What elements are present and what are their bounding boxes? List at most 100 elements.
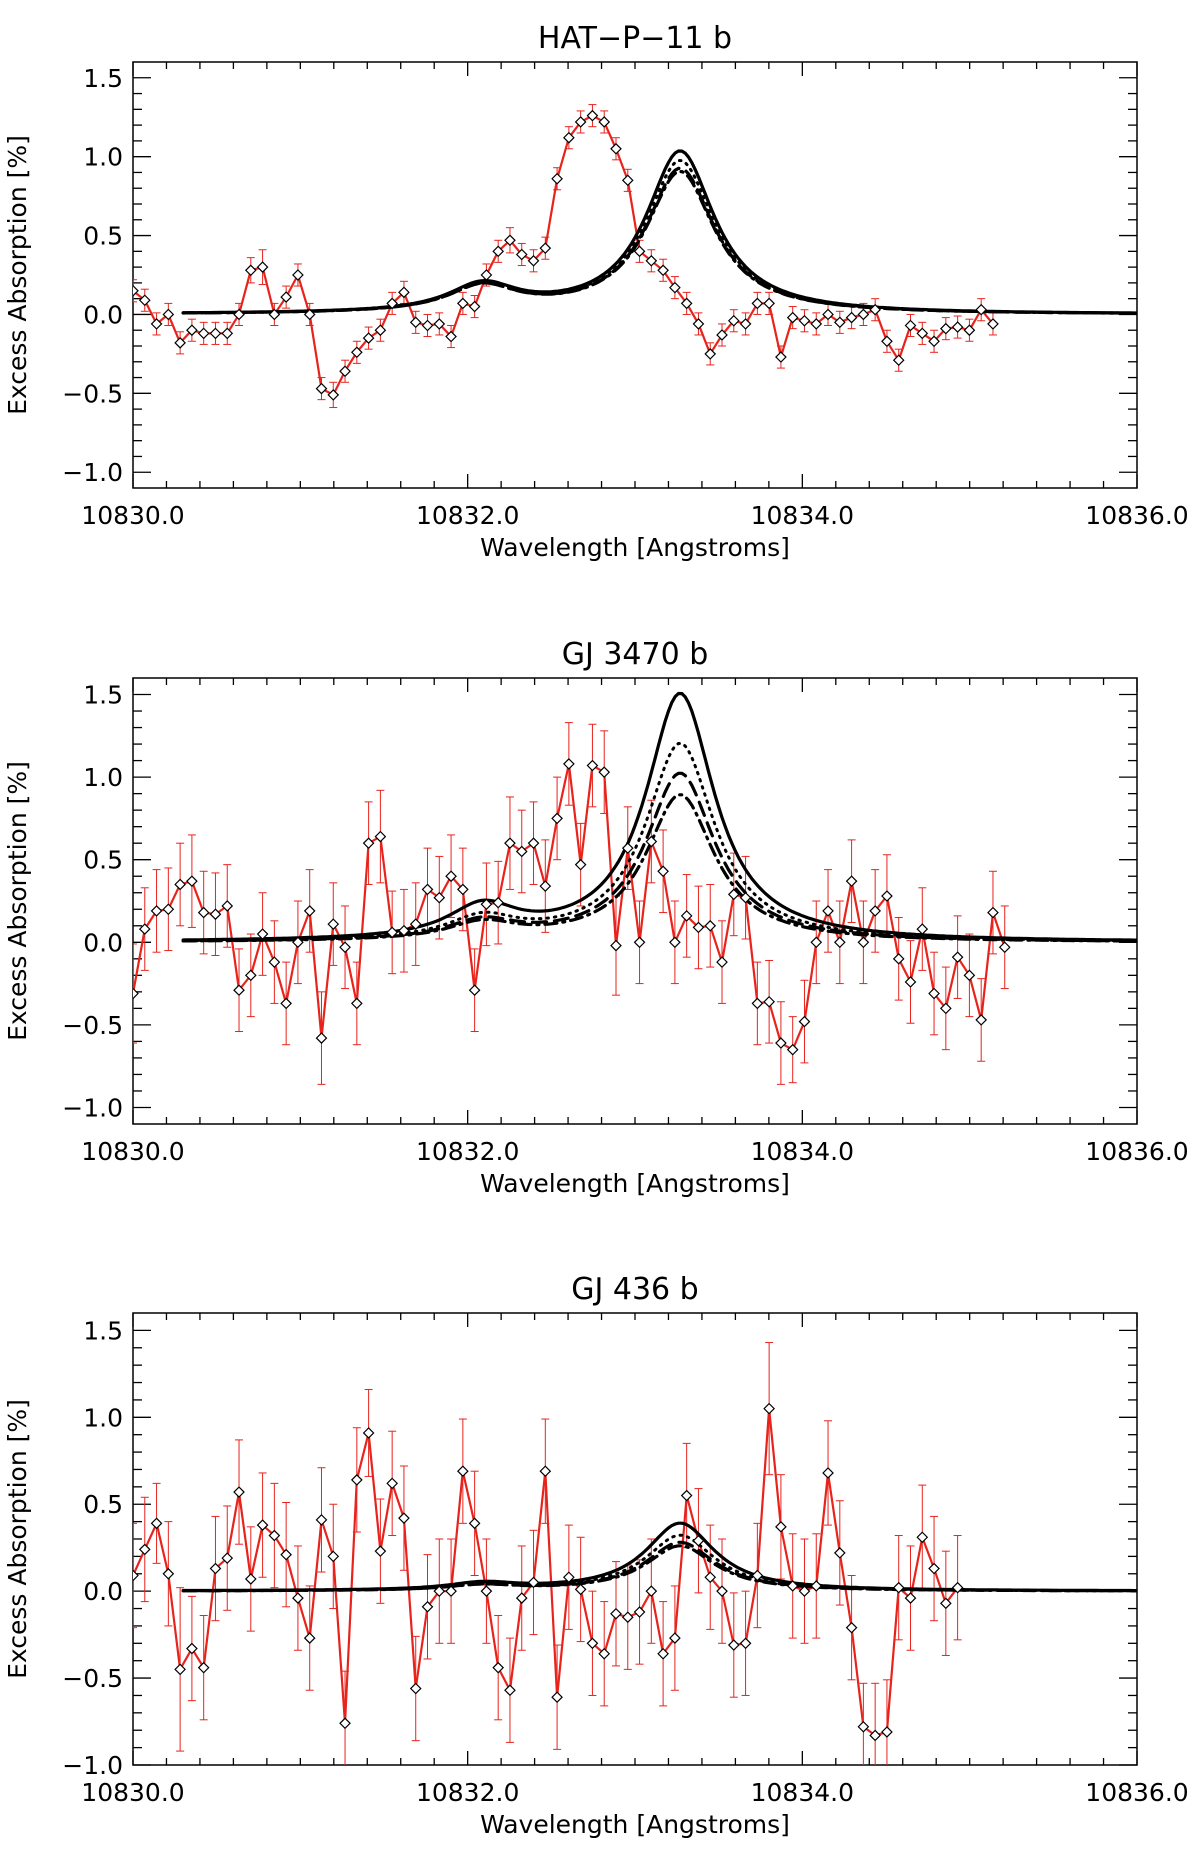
data-point	[657, 865, 669, 878]
data-point	[822, 905, 834, 917]
data-point	[268, 308, 281, 321]
data-point	[468, 984, 481, 997]
x-tick-label: 10832.0	[416, 1778, 519, 1807]
data-point	[504, 1684, 516, 1697]
data-point	[433, 1585, 446, 1598]
observed-series-line	[133, 114, 994, 397]
data-point	[398, 286, 410, 299]
data-point	[786, 311, 799, 324]
data-point	[598, 1647, 611, 1660]
data-point	[716, 956, 728, 968]
data-point	[150, 905, 163, 917]
error-bars	[133, 104, 997, 409]
error-bars	[133, 722, 1009, 1085]
chart-title: GJ 436 b	[571, 1272, 698, 1307]
data-point	[433, 891, 446, 904]
x-tick-label: 10836.0	[1085, 501, 1188, 530]
data-point	[409, 1682, 422, 1695]
data-point	[374, 830, 387, 843]
y-tick-label: 1.5	[83, 64, 123, 93]
data-point	[244, 1573, 257, 1585]
data-point	[303, 905, 316, 917]
data-point	[303, 1632, 316, 1644]
data-point	[362, 837, 375, 850]
chart-panel-1: HAT−P−11 b 10830.0 10832.0 10834.0 10836.0 −1…	[3, 21, 1189, 562]
data-point	[445, 330, 457, 343]
data-point	[197, 1661, 210, 1674]
data-point	[362, 332, 375, 344]
data-point	[515, 248, 528, 261]
y-tick-label: −1.0	[62, 1093, 123, 1122]
y-tick-label: −1.0	[62, 1751, 123, 1780]
data-point	[621, 1611, 634, 1624]
data-point	[186, 324, 198, 337]
data-point	[857, 936, 870, 949]
data-point	[492, 896, 505, 909]
data-point	[480, 269, 493, 281]
y-tick-label: −0.5	[62, 1011, 123, 1040]
x-tick-label: 10830.0	[81, 501, 184, 530]
data-point	[468, 1517, 481, 1530]
data-point	[822, 308, 834, 321]
data-point	[492, 245, 505, 258]
y-tick-label: 0.5	[83, 846, 123, 875]
data-point	[256, 261, 269, 273]
data-point	[869, 905, 882, 917]
data-point	[480, 1585, 493, 1598]
data-point	[763, 297, 775, 310]
data-point	[197, 327, 210, 340]
data-point	[563, 758, 575, 770]
data-point	[845, 1621, 858, 1634]
data-point	[669, 1632, 681, 1644]
data-point	[586, 759, 599, 772]
data-point	[186, 875, 198, 888]
data-point	[339, 941, 351, 954]
data-point	[657, 1647, 669, 1660]
data-point	[810, 318, 823, 330]
x-tick-label: 10834.0	[751, 501, 854, 530]
data-point	[680, 297, 693, 310]
data-point	[586, 109, 599, 122]
data-point	[186, 1642, 198, 1655]
data-point	[939, 1002, 952, 1015]
data-point	[221, 900, 234, 912]
data-point	[398, 924, 410, 937]
data-point	[833, 936, 846, 949]
data-point	[409, 918, 422, 930]
data-point	[162, 903, 175, 916]
data-point	[456, 1465, 469, 1478]
data-point	[951, 1581, 964, 1594]
data-point	[386, 926, 399, 939]
data-point	[610, 939, 622, 952]
data-point	[786, 1580, 799, 1592]
data-point	[951, 951, 964, 964]
data-point	[339, 365, 351, 378]
data-point	[669, 936, 681, 949]
data-point	[244, 264, 257, 277]
data-point	[468, 300, 481, 313]
data-point	[798, 1015, 811, 1028]
chart-title: GJ 3470 b	[562, 637, 709, 672]
data-point	[951, 321, 964, 333]
data-point	[327, 389, 340, 401]
data-point	[598, 766, 611, 779]
data-point	[704, 1571, 717, 1584]
y-axis-label: Excess Absorption [%]	[3, 761, 32, 1041]
data-point	[527, 1576, 540, 1589]
model-solid-line	[181, 149, 1137, 315]
data-point	[645, 835, 658, 848]
data-point	[987, 906, 999, 919]
data-point	[633, 245, 646, 258]
data-point	[174, 878, 186, 891]
x-axis-label: Wavelength [Angstroms]	[480, 1810, 790, 1839]
data-point	[586, 1637, 599, 1650]
x-tick-label: 10830.0	[81, 1778, 184, 1807]
data-markers	[133, 1402, 964, 1742]
data-point	[810, 1580, 823, 1592]
data-point	[315, 1514, 328, 1526]
data-point	[892, 354, 905, 367]
data-point	[350, 997, 363, 1010]
model-dashed-line	[181, 1540, 1137, 1593]
data-point	[386, 297, 399, 310]
data-point	[409, 316, 422, 329]
